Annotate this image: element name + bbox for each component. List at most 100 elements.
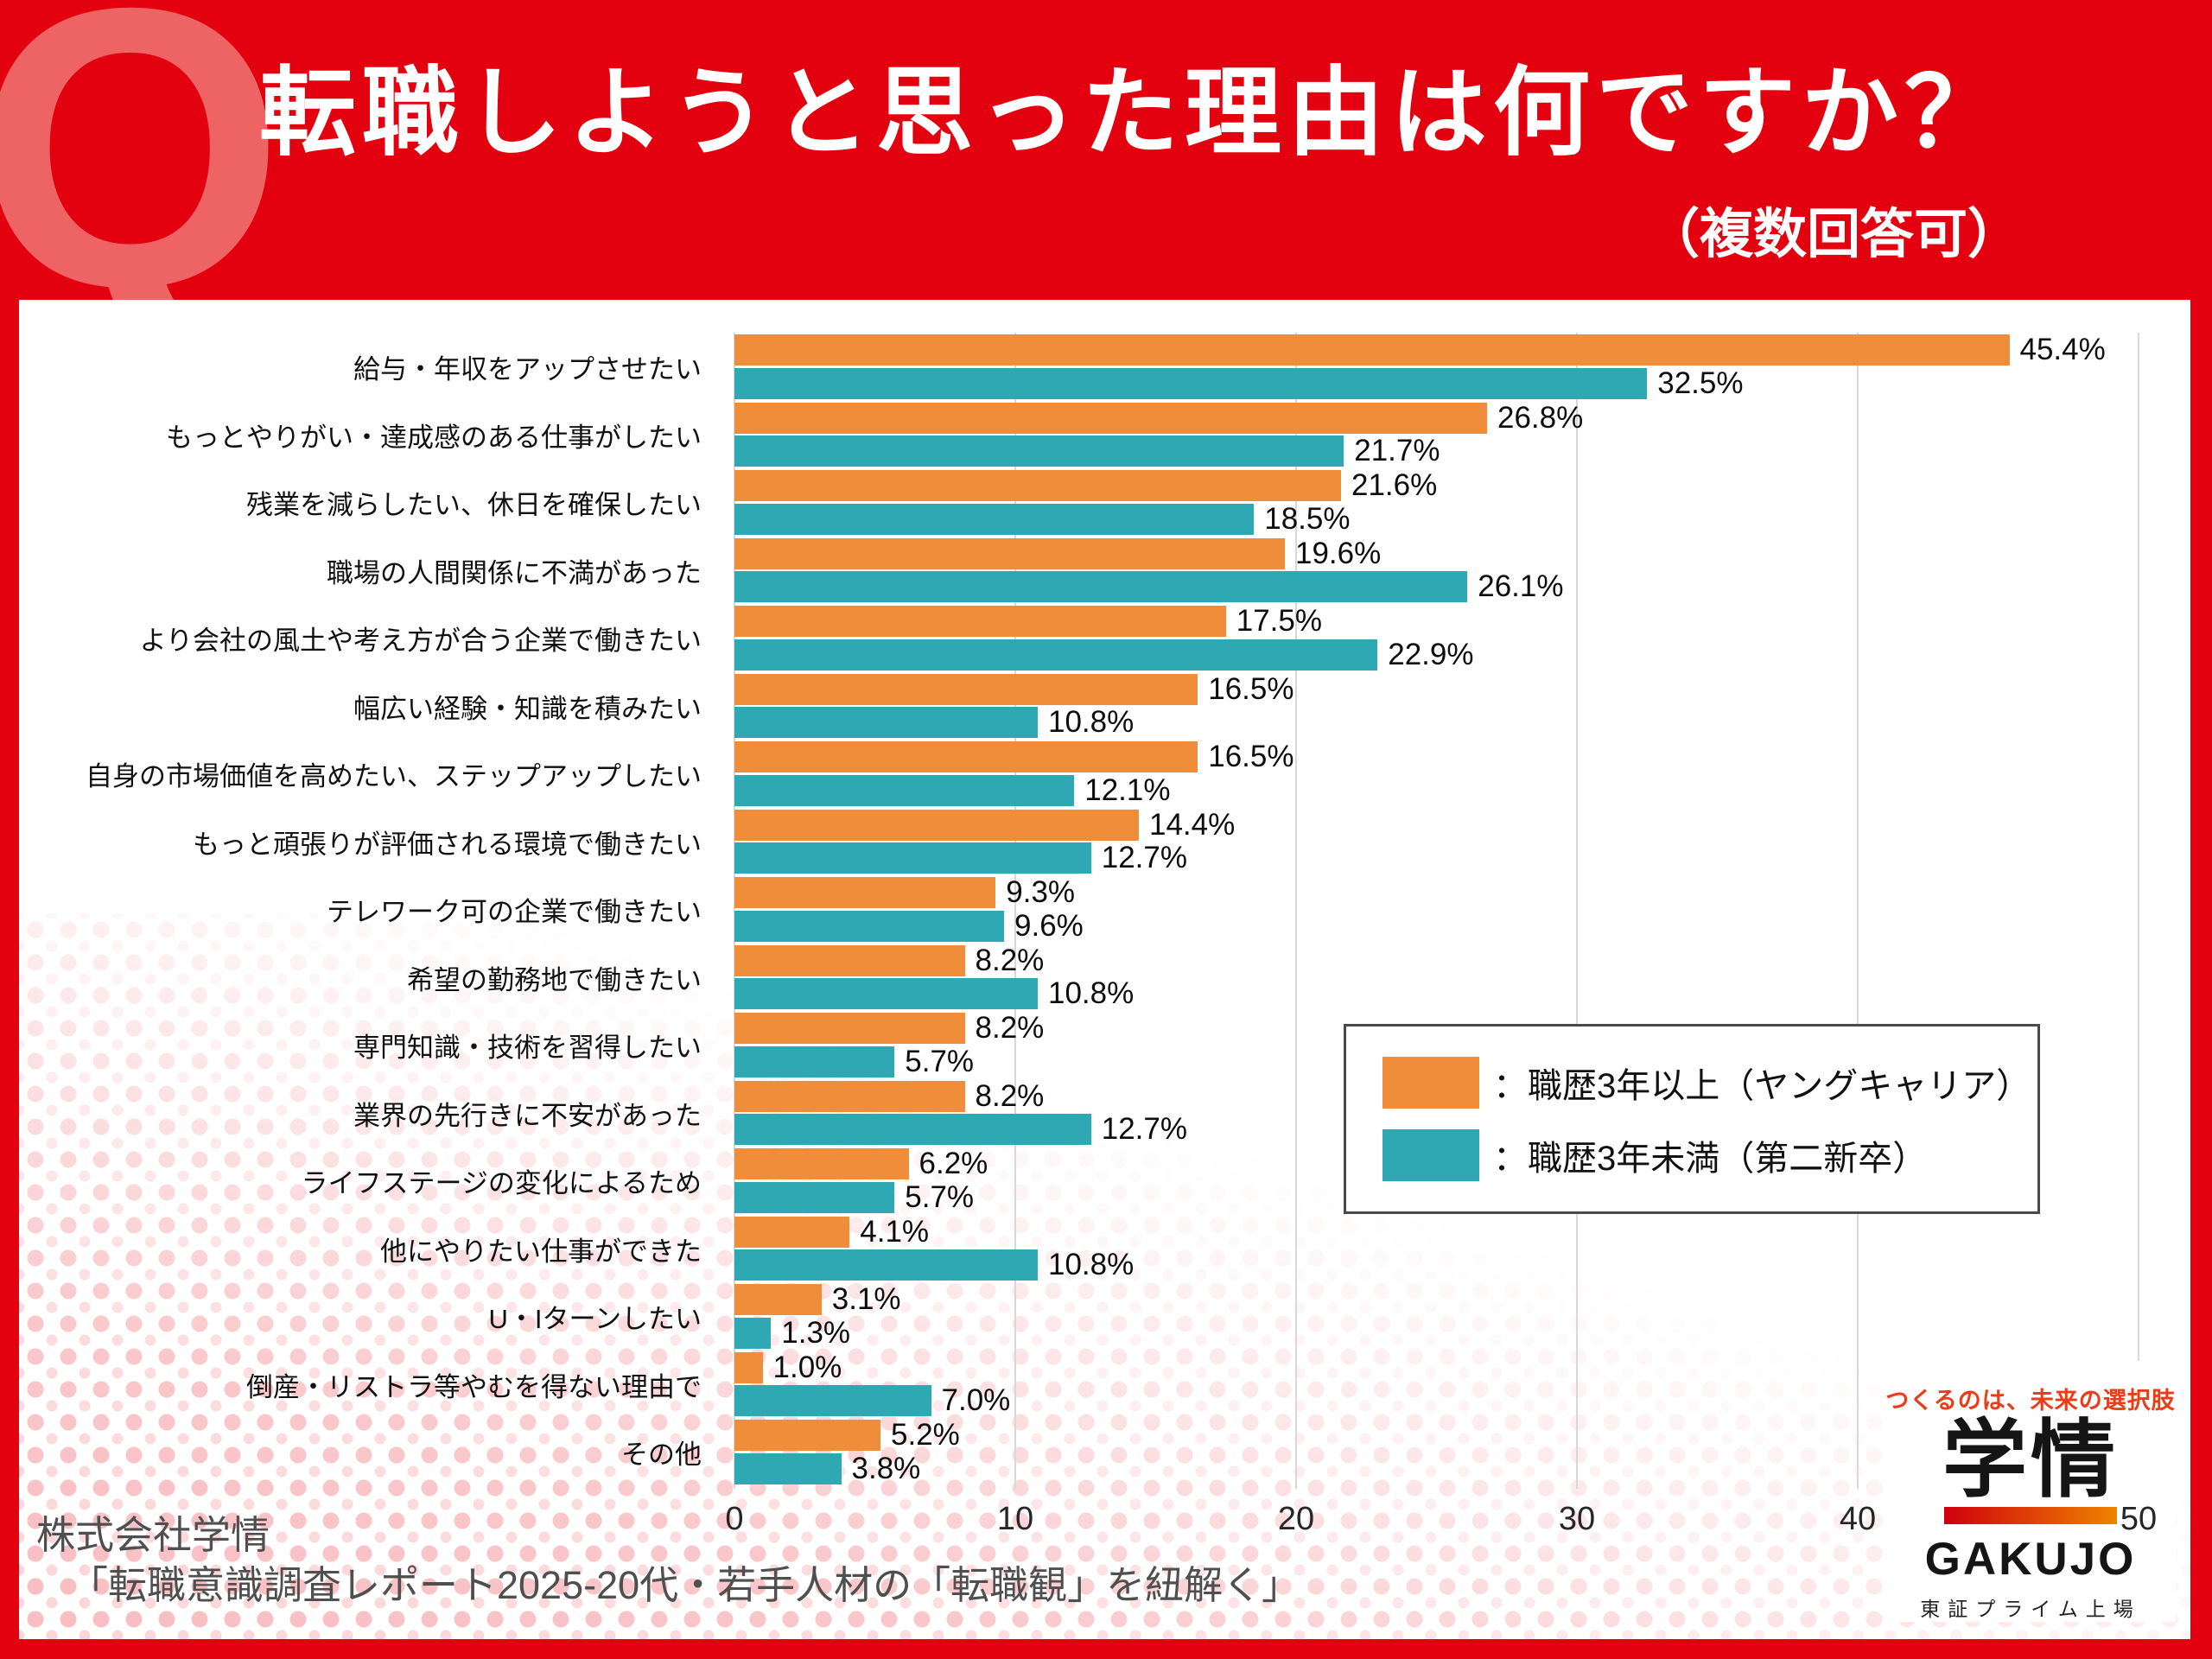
bar-value-label: 7.0% bbox=[941, 1383, 1011, 1417]
bar-value-label: 17.5% bbox=[1236, 604, 1322, 638]
bar-young-career: 1.0% bbox=[734, 1351, 842, 1383]
logo-name: GAKUJO bbox=[1924, 1534, 2137, 1585]
bar-second-shinsotsu: 32.5% bbox=[734, 367, 1744, 399]
chart-legend: ：職歴3年以上（ヤングキャリア） ：職歴3年未満（第二新卒） bbox=[1344, 1024, 2040, 1214]
bar-value-label: 21.6% bbox=[1351, 468, 1438, 502]
bar-second-shinsotsu: 12.1% bbox=[734, 774, 1171, 806]
category-label: U・Iターンしたい bbox=[488, 1304, 702, 1334]
bar-value-label: 8.2% bbox=[975, 1011, 1045, 1045]
bar-young-career: 14.4% bbox=[734, 809, 1235, 841]
category-label: もっとやりがい・達成感のある仕事がしたい bbox=[166, 422, 702, 453]
logo-tagline: つくるのは、未来の選択肢 bbox=[1885, 1388, 2176, 1414]
bar-young-career: 8.2% bbox=[734, 1013, 1044, 1044]
bar-value-label: 3.8% bbox=[851, 1451, 921, 1485]
legend-item: ：職歴3年未満（第二新卒） bbox=[1382, 1129, 2037, 1181]
bar-young-career: 6.2% bbox=[734, 1148, 988, 1179]
bar-value-label: 16.5% bbox=[1208, 671, 1294, 706]
bar-young-career: 16.5% bbox=[734, 673, 1294, 705]
bar-value-label: 16.5% bbox=[1208, 740, 1294, 773]
bar-value-label: 12.1% bbox=[1084, 772, 1171, 807]
bar-second-shinsotsu: 1.3% bbox=[734, 1317, 850, 1349]
plot-area: 45.4% 32.5% 26.8% 21.7% 21.6% 18.5% 19.6% 26.1%… bbox=[734, 333, 2139, 1489]
bar-second-shinsotsu: 10.8% bbox=[734, 707, 1134, 738]
x-tick-label-20: 20 bbox=[1277, 1501, 1315, 1537]
bar-young-career: 16.5% bbox=[734, 741, 1294, 772]
category-label: 他にやりたい仕事ができた bbox=[380, 1236, 702, 1267]
bar-second-shinsotsu: 10.8% bbox=[734, 978, 1134, 1009]
x-tick-label-50: 50 bbox=[2120, 1501, 2158, 1537]
bar-value-label: 21.7% bbox=[1354, 434, 1440, 467]
bar-second-shinsotsu: 5.7% bbox=[734, 1181, 974, 1213]
x-axis: 0 10 20 30 40 50 bbox=[725, 1501, 2157, 1544]
bar-second-shinsotsu: 12.7% bbox=[734, 842, 1187, 874]
bar-second-shinsotsu: 22.9% bbox=[734, 639, 1474, 671]
bar-second-shinsotsu: 10.8% bbox=[734, 1249, 1134, 1281]
legend-swatch-teal bbox=[1382, 1129, 1479, 1181]
bar-value-label: 9.3% bbox=[1006, 875, 1076, 909]
gridline-20 bbox=[1295, 333, 1297, 1489]
bar-value-label: 45.4% bbox=[2019, 333, 2106, 366]
bar-value-label: 26.1% bbox=[1478, 569, 1564, 603]
bar-value-label: 3.1% bbox=[831, 1282, 901, 1316]
bar-value-label: 5.7% bbox=[905, 1179, 975, 1214]
bar-second-shinsotsu: 12.7% bbox=[734, 1114, 1187, 1145]
gridline-50 bbox=[2138, 333, 2139, 1489]
legend-item: ：職歴3年以上（ヤングキャリア） bbox=[1382, 1057, 2037, 1109]
gridline-40 bbox=[1857, 333, 1859, 1489]
bar-young-career: 4.1% bbox=[734, 1216, 929, 1248]
bar-second-shinsotsu: 5.7% bbox=[734, 1046, 974, 1077]
page-title: 転職しようと思った理由は何ですか？ bbox=[259, 59, 2007, 167]
bar-value-label: 22.9% bbox=[1388, 637, 1474, 671]
bar-value-label: 10.8% bbox=[1048, 976, 1135, 1010]
gakujo-logo: つくるのは、未来の選択肢 学情 GAKUJO 東証プライム上場 bbox=[1885, 1361, 2176, 1622]
bar-young-career: 21.6% bbox=[734, 470, 1437, 501]
bar-second-shinsotsu: 21.7% bbox=[734, 435, 1440, 467]
category-label: 業界の先行きに不安があった bbox=[353, 1100, 702, 1131]
category-label: もっと頑張りが評価される環境で働きたい bbox=[193, 829, 702, 860]
legend-label: ：職歴3年以上（ヤングキャリア） bbox=[1493, 1067, 2031, 1105]
bar-second-shinsotsu: 26.1% bbox=[734, 571, 1564, 602]
x-tick-label-40: 40 bbox=[1839, 1501, 1877, 1537]
bar-young-career: 8.2% bbox=[734, 944, 1044, 976]
category-label: ライフステージの変化によるため bbox=[301, 1168, 702, 1198]
category-label: より会社の風土や考え方が合う企業で働きたい bbox=[139, 626, 702, 656]
bar-value-label: 10.8% bbox=[1048, 1248, 1135, 1281]
bar-young-career: 26.8% bbox=[734, 402, 1583, 434]
category-label: 希望の勤務地で働きたい bbox=[407, 964, 702, 995]
logo-listing-label: 東証プライム上場 bbox=[1920, 1598, 2141, 1620]
q-mark-graphic: Q bbox=[0, 0, 285, 370]
bar-young-career: 5.2% bbox=[734, 1420, 960, 1451]
bar-value-label: 8.2% bbox=[975, 1078, 1045, 1113]
bar-value-label: 9.6% bbox=[1014, 908, 1084, 943]
bar-value-label: 4.1% bbox=[860, 1214, 930, 1249]
bar-value-label: 26.8% bbox=[1497, 400, 1584, 435]
logo-kanji: 学情 bbox=[1942, 1412, 2119, 1507]
bar-value-label: 12.7% bbox=[1101, 1112, 1187, 1146]
bar-value-label: 8.2% bbox=[975, 943, 1045, 977]
bar-value-label: 1.3% bbox=[781, 1315, 851, 1350]
bar-value-label: 5.2% bbox=[891, 1418, 960, 1452]
source-report-title: 「転職意識調査レポート2025-20代・若手人材の「転職観」を紐解く」 bbox=[69, 1563, 1301, 1607]
category-label: 自身の市場価値を高めたい、ステップアップしたい bbox=[86, 761, 702, 791]
bar-value-label: 1.0% bbox=[772, 1350, 842, 1384]
category-label: 専門知識・技術を習得したい bbox=[353, 1033, 702, 1063]
bar-second-shinsotsu: 9.6% bbox=[734, 910, 1084, 942]
category-label-column: 給与・年収をアップさせたい もっとやりがい・達成感のある仕事がしたい 残業を減らした… bbox=[45, 333, 702, 1486]
bar-young-career: 3.1% bbox=[734, 1284, 901, 1315]
legend-swatch-orange bbox=[1382, 1057, 1479, 1109]
category-label: 倒産・リストラ等やむを得ない理由で bbox=[246, 1371, 702, 1402]
category-label: 残業を減らしたい、休日を確保したい bbox=[246, 490, 702, 520]
gridline-30 bbox=[1576, 333, 1578, 1489]
bar-value-label: 12.7% bbox=[1101, 841, 1187, 874]
bar-young-career: 45.4% bbox=[734, 334, 2106, 365]
bar-value-label: 19.6% bbox=[1295, 536, 1382, 570]
gridline-10 bbox=[1014, 333, 1016, 1489]
bar-second-shinsotsu: 7.0% bbox=[734, 1385, 1010, 1416]
chart-panel: 給与・年収をアップさせたい もっとやりがい・達成感のある仕事がしたい 残業を減らした… bbox=[19, 300, 2190, 1639]
bar-second-shinsotsu: 18.5% bbox=[734, 503, 1351, 535]
category-label: テレワーク可の企業で働きたい bbox=[327, 897, 702, 927]
category-label: 職場の人間関係に不満があった bbox=[327, 557, 702, 588]
bar-value-label: 14.4% bbox=[1149, 807, 1236, 842]
bar-value-label: 5.7% bbox=[905, 1044, 975, 1078]
